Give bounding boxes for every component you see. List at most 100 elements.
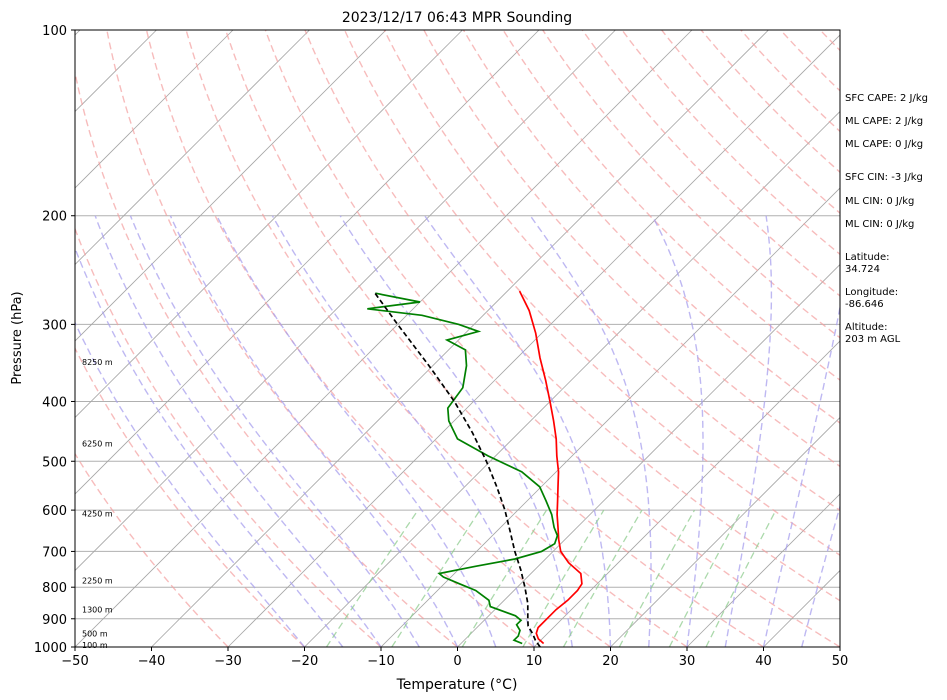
dry-adiabat-line <box>75 69 458 647</box>
moist-adiabat-line <box>762 303 840 647</box>
isotherm-line <box>75 30 693 647</box>
isotherm-line <box>75 30 540 495</box>
dry-adiabat-line <box>581 30 840 297</box>
latitude-label: Latitude: 34.724 <box>845 252 890 275</box>
y-tick-label: 700 <box>42 545 67 560</box>
temperature-profile <box>518 290 583 645</box>
x-tick-label: −10 <box>367 654 394 669</box>
moist-adiabat-line <box>129 215 420 647</box>
ml-cape-label: ML CAPE: 2 J/kg <box>845 116 924 127</box>
altitude-label: Altitude: 203 m AGL <box>845 322 901 345</box>
y-tick-label: 400 <box>42 395 67 410</box>
x-tick-label: −50 <box>61 654 88 669</box>
moist-adiabat-line <box>75 246 344 647</box>
y-tick-label: 800 <box>42 581 67 596</box>
dry-adiabat-line <box>75 226 382 647</box>
isotherm-line <box>533 340 840 647</box>
y-tick-label: 500 <box>42 455 67 470</box>
height-labels: 100 m 500 m 1300 m 2250 m 4250 m 6250 m 8250 m <box>82 358 113 650</box>
dry-adiabat-line <box>304 30 840 602</box>
dewpoint-profile <box>367 292 559 645</box>
grid-layer <box>75 29 840 648</box>
dry-adiabat-line <box>621 30 840 256</box>
dry-adiabat-line <box>225 30 764 647</box>
isotherm-line <box>75 30 310 266</box>
chart-title: 2023/12/17 06:43 MPR Sounding <box>342 10 572 26</box>
x-tick-label: 0 <box>453 654 461 669</box>
mixing-ratio-line <box>562 509 643 647</box>
moist-adiabat-line <box>529 215 652 647</box>
x-tick-label: 40 <box>755 654 772 669</box>
moist-adiabat-line <box>94 215 382 647</box>
dry-adiabat-line <box>423 30 840 468</box>
mixing-ratio-line <box>325 509 419 647</box>
moist-adiabat-line <box>839 644 840 647</box>
height-label: 8250 m <box>82 358 113 367</box>
y-tick-label: 600 <box>42 504 67 519</box>
dry-adiabat-line <box>502 30 840 381</box>
x-tick-label: 50 <box>832 654 849 669</box>
moist-adiabat-line <box>651 215 704 647</box>
x-tick-label: 30 <box>679 654 696 669</box>
isotherm-line <box>75 30 234 189</box>
moist-adiabat-line <box>271 215 535 647</box>
moist-adiabat-line <box>339 215 573 647</box>
sfc-cape-label: SFC CAPE: 2 J/kg <box>845 93 928 104</box>
ml-cape-label-2: ML CAPE: 0 J/kg <box>845 139 924 150</box>
height-label: 2250 m <box>82 576 113 585</box>
dry-adiabat-line <box>106 30 535 647</box>
y-axis-label: Pressure (hPa) <box>10 291 25 384</box>
moist-adiabat-line <box>169 215 459 647</box>
moist-adiabat-line <box>75 321 306 647</box>
mixing-ratio-line <box>705 509 777 647</box>
isotherm-line <box>75 30 616 572</box>
background-lines <box>0 30 840 647</box>
series-layer <box>367 290 583 647</box>
ml-cin-label: ML CIN: 0 J/kg <box>845 196 915 207</box>
x-axis-label: Temperature (°C) <box>396 677 518 693</box>
moist-adiabat-line <box>424 215 612 647</box>
x-tick-label: −20 <box>291 654 318 669</box>
isotherm-line <box>686 493 840 647</box>
plot-frame <box>74 29 841 648</box>
isotherm-line <box>151 30 769 647</box>
y-tick-label: 900 <box>42 613 67 628</box>
height-label: 6250 m <box>82 440 113 449</box>
y-tick-label: 1000 <box>34 641 67 656</box>
moist-adiabat-line <box>801 503 840 647</box>
mixing-ratio-line <box>522 509 605 647</box>
y-tick-label: 300 <box>42 318 67 333</box>
dry-adiabat-line <box>700 30 840 174</box>
y-tick-label: 200 <box>42 210 67 225</box>
mixing-ratio-line <box>391 509 481 647</box>
isotherm-line <box>457 263 840 647</box>
moist-adiabat-line <box>216 215 497 647</box>
x-tick-label: −30 <box>214 654 241 669</box>
isotherm-line <box>380 187 840 647</box>
isotherm-line <box>75 30 387 342</box>
height-label: 4250 m <box>82 510 113 519</box>
tick-layer: −50 −40 −30 −20 −10 0 10 20 30 40 50 1000 900 800 700 6… <box>34 24 848 669</box>
mixing-ratio-line <box>618 509 696 647</box>
dry-adiabat-line <box>383 30 840 512</box>
mixing-ratio-line <box>668 509 743 647</box>
sfc-cin-label: SFC CIN: -3 J/kg <box>845 172 923 183</box>
x-tick-label: −40 <box>138 654 165 669</box>
y-tick-label: 100 <box>42 24 67 39</box>
dry-adiabat-line <box>343 30 840 557</box>
dry-adiabat-line <box>145 30 611 647</box>
dry-adiabat-line <box>75 452 229 647</box>
height-label: 1300 m <box>82 606 113 615</box>
x-tick-label: 10 <box>526 654 543 669</box>
mixing-ratio-line <box>461 509 548 647</box>
dry-adiabat-line <box>661 30 840 215</box>
dry-adiabat-line <box>185 30 688 647</box>
height-label: 500 m <box>82 629 108 638</box>
moist-adiabat-line <box>724 215 773 647</box>
isotherm-line <box>0 30 4 647</box>
height-label: 100 m <box>82 641 108 650</box>
longitude-label: Longitude: -86.646 <box>845 287 899 310</box>
isotherm-line <box>610 416 840 647</box>
ml-cin-label-2: ML CIN: 0 J/kg <box>845 219 915 230</box>
